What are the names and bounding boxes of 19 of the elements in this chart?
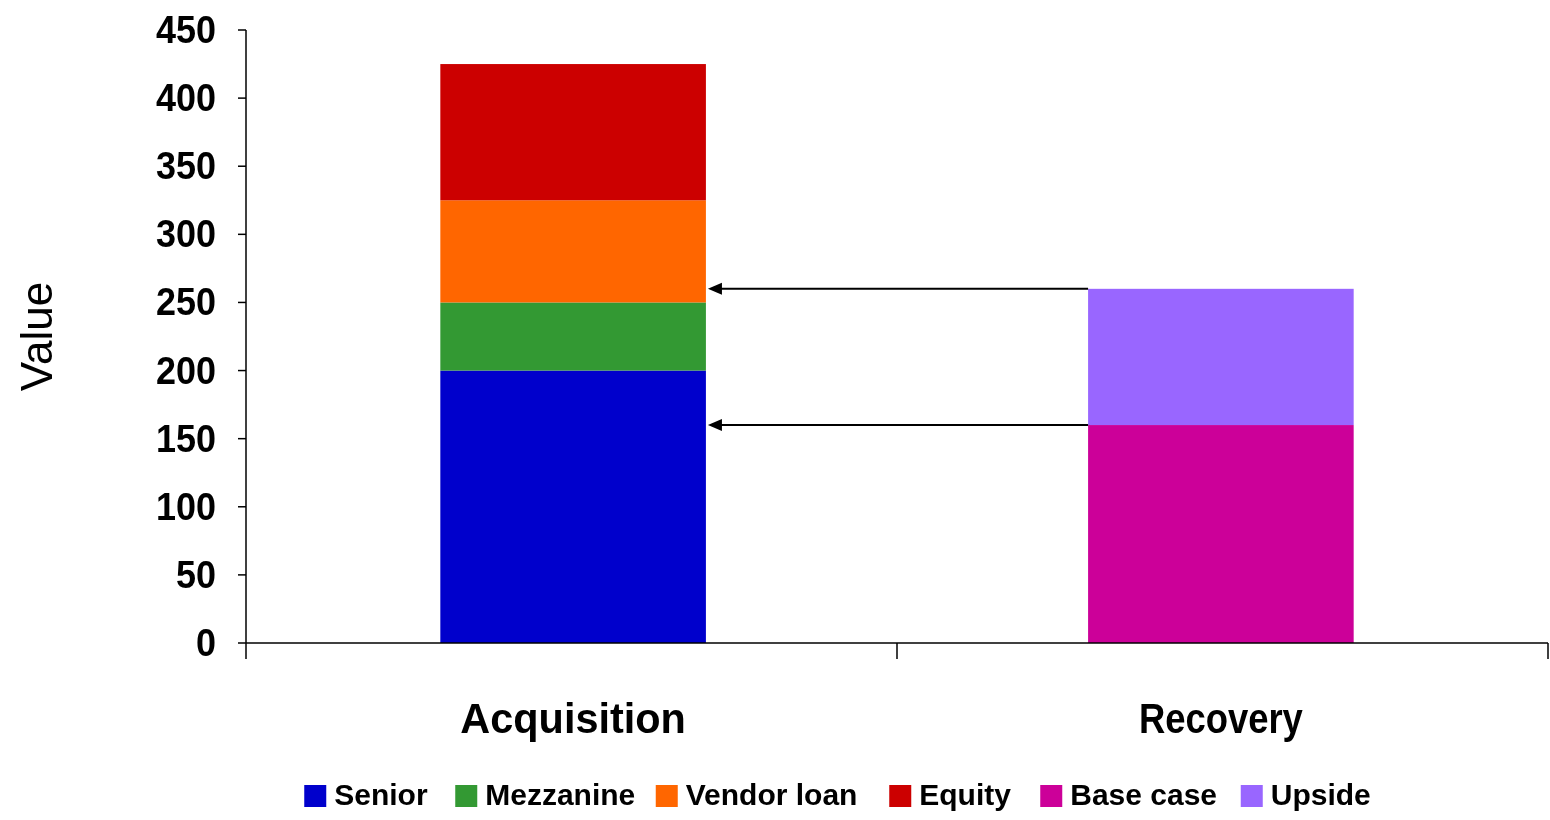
y-tick-label: 400 [156,77,220,120]
y-tick-label: 250 [156,281,220,324]
y-tick-label: 150 [156,417,220,460]
y-tick-label: 50 [176,553,219,596]
y-tick-label: 0 [196,622,218,664]
legend-label: Equity [919,777,1012,811]
y-tick-label: 100 [156,485,220,528]
legend-label: Mezzanine [485,777,636,811]
y-tick-label: 450 [156,9,220,51]
legend-label: Vendor loan [685,777,858,811]
legend-label: Senior [334,777,428,811]
legend-label: Upside [1270,777,1371,811]
y-tick-label: 350 [156,145,220,188]
x-tick-label: Recovery [1138,694,1329,742]
x-tick-label: Acquisition [460,694,690,742]
legend-label: Base case [1070,777,1218,811]
y-tick-label: 200 [156,349,220,392]
y-tick-label: 300 [156,213,220,256]
y-axis-title: Value [12,281,61,392]
